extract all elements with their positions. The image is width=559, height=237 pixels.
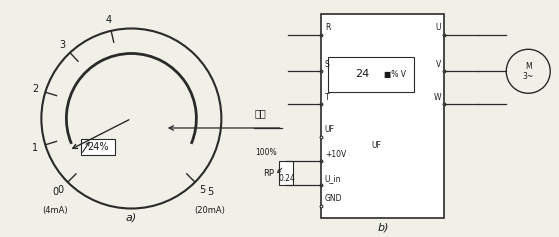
Text: 24: 24 [355, 69, 369, 79]
Bar [328, 57, 414, 92]
Bar [280, 161, 293, 185]
Text: V: V [436, 60, 441, 69]
Text: a): a) [126, 213, 137, 223]
Text: RP: RP [263, 169, 274, 178]
Text: 4: 4 [106, 15, 112, 25]
Text: (20mA): (20mA) [195, 206, 226, 215]
Text: 100%: 100% [255, 148, 277, 157]
Text: GND: GND [325, 194, 342, 203]
Text: UF: UF [372, 141, 382, 150]
Text: 5: 5 [207, 187, 214, 197]
Text: 24%: 24% [87, 142, 108, 152]
Text: UF: UF [325, 125, 335, 134]
Bar [321, 14, 444, 218]
Text: 5: 5 [200, 185, 206, 195]
Text: 0: 0 [53, 187, 59, 197]
FancyBboxPatch shape [81, 139, 115, 155]
Text: 0: 0 [57, 185, 63, 195]
Text: 对应: 对应 [254, 109, 266, 118]
Text: U: U [435, 23, 441, 32]
Text: T: T [325, 92, 329, 101]
Text: M
3~: M 3~ [523, 62, 534, 81]
Text: b): b) [377, 222, 389, 232]
Text: (4mA): (4mA) [42, 206, 68, 215]
Text: W: W [434, 92, 441, 101]
Text: 1: 1 [32, 143, 38, 153]
Text: 3: 3 [60, 40, 65, 50]
Text: 0.24: 0.24 [278, 174, 295, 183]
Text: S: S [325, 60, 329, 69]
Text: +10V: +10V [325, 150, 346, 159]
Text: ■% V: ■% V [383, 70, 406, 79]
Text: 2: 2 [32, 84, 38, 94]
Text: U_in: U_in [325, 174, 342, 183]
Text: R: R [325, 23, 330, 32]
